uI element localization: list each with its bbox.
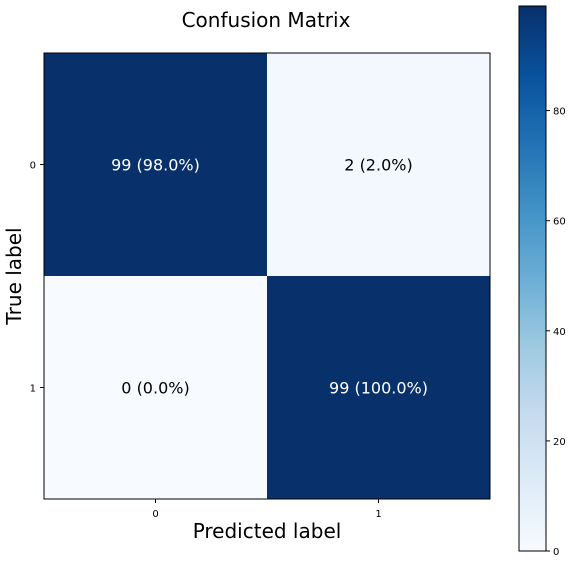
chart-title: Confusion Matrix bbox=[182, 8, 351, 32]
plot-frame bbox=[43, 52, 491, 500]
colorbar-tick-label-2: 40 bbox=[553, 327, 566, 338]
x-tick-label-1: 1 bbox=[375, 509, 381, 520]
heatmap-cell-1-1 bbox=[267, 276, 490, 499]
colorbar-tick-label-3: 60 bbox=[553, 217, 566, 228]
x-tick-label-0: 0 bbox=[152, 509, 158, 520]
colorbar-ticks: 0 20 40 60 80 bbox=[546, 107, 566, 558]
cell-label-0-1: 2 (2.0%) bbox=[344, 156, 412, 175]
y-tick-label-1: 1 bbox=[30, 384, 36, 395]
x-axis-label: Predicted label bbox=[193, 519, 342, 543]
heatmap-cells: 99 (98.0%) 2 (2.0%) 0 (0.0%) 99 (100.0%) bbox=[44, 53, 490, 499]
colorbar-tick-label-0: 0 bbox=[553, 547, 559, 558]
heatmap-cell-1-0 bbox=[44, 276, 267, 499]
cell-label-0-0: 99 (98.0%) bbox=[111, 156, 200, 175]
colorbar-tick-label-1: 20 bbox=[553, 437, 566, 448]
y-tick-label-0: 0 bbox=[30, 161, 36, 172]
y-axis-ticks: 01 bbox=[30, 161, 44, 395]
colorbar-tick-label-4: 80 bbox=[553, 107, 566, 118]
cell-label-1-0: 0 (0.0%) bbox=[121, 379, 189, 398]
heatmap-cell-0-0 bbox=[44, 53, 267, 276]
heatmap-cell-0-1 bbox=[267, 53, 490, 276]
colorbar bbox=[518, 5, 547, 552]
y-axis-label: True label bbox=[2, 227, 26, 325]
cell-label-1-1: 99 (100.0%) bbox=[329, 379, 428, 398]
